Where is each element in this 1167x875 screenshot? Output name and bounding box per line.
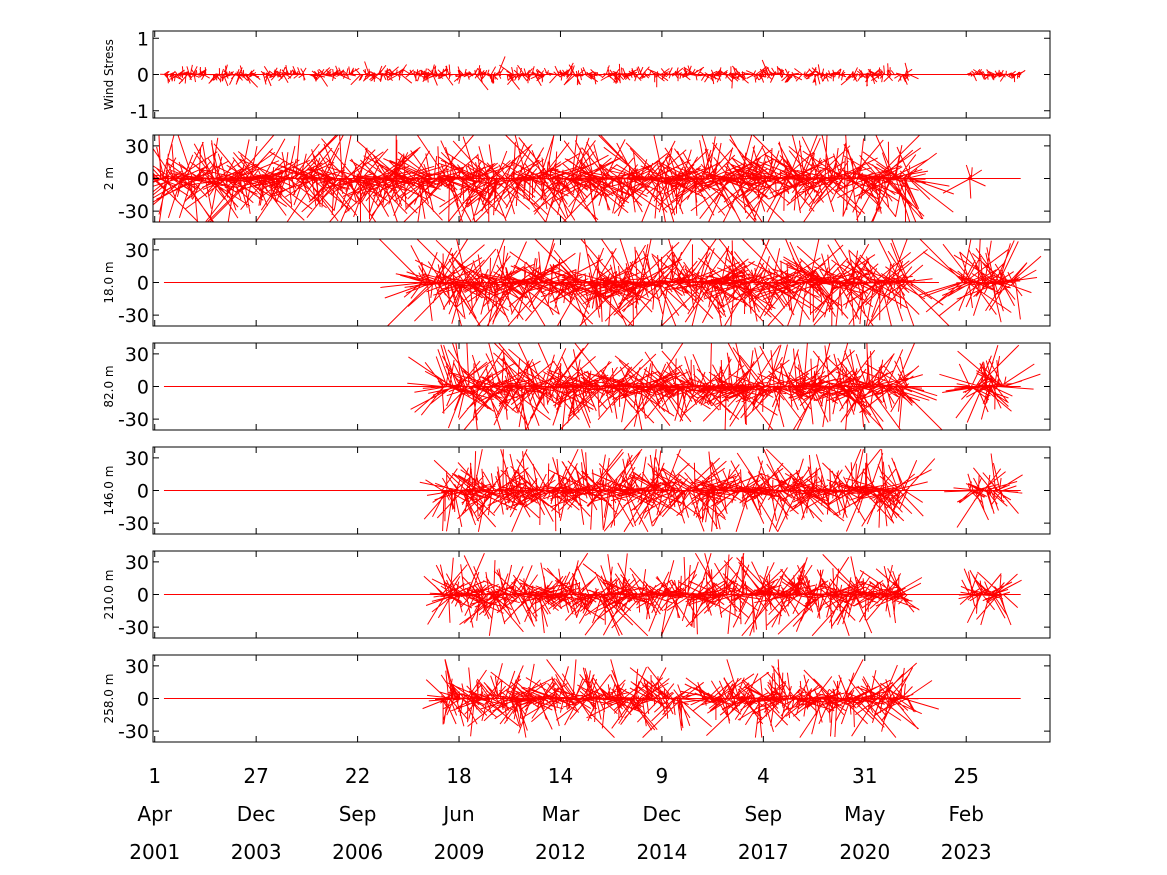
x-axis-labels: 1 Apr 2001 27 Dec 2003 22 Sep 2006 18 Jun 2009 14 Mar… <box>129 764 991 864</box>
xtick-day-label: 25 <box>953 764 978 788</box>
stick-segment-1 <box>423 552 923 637</box>
panel-label: Wind Stress <box>102 39 116 110</box>
xtick-year-label: 2017 <box>738 840 789 864</box>
xtick-month-label: Mar <box>542 802 581 826</box>
stick-segment-2 <box>918 239 1042 323</box>
xtick-year-label: 2012 <box>535 840 586 864</box>
xtick-day-label: 31 <box>852 764 877 788</box>
panel-1: 1 0 -1 Wind Stress <box>102 28 1051 123</box>
panel-label: 2 m <box>102 167 116 190</box>
panel-label: 146.0 m <box>102 466 116 516</box>
xtick-day-label: 4 <box>757 764 770 788</box>
ytick-label: 30 <box>125 240 149 262</box>
xtick-day-label: 18 <box>446 764 471 788</box>
xtick-year-label: 2020 <box>839 840 890 864</box>
ytick-label: 1 <box>137 28 149 50</box>
stick-series <box>163 343 1041 430</box>
stick-series <box>163 659 1021 738</box>
ytick-label: 0 <box>137 481 149 503</box>
stick-series <box>160 56 1026 91</box>
stick-segment-2 <box>673 659 939 738</box>
ytick-label: 30 <box>125 344 149 366</box>
stick-segment-2 <box>944 453 1023 528</box>
ytick-label: -1 <box>130 101 149 123</box>
ytick-label: 0 <box>137 169 149 191</box>
stick-segment-1 <box>378 239 950 326</box>
stick-segment-1 <box>407 343 943 430</box>
panel-label: 82.0 m <box>102 365 116 407</box>
ytick-label: -30 <box>118 409 149 431</box>
stick-segment-2 <box>939 344 1041 423</box>
stick-series <box>163 239 1042 326</box>
xtick-year-label: 2001 <box>129 840 180 864</box>
ytick-label: 30 <box>125 136 149 158</box>
panel-label: 210.0 m <box>102 570 116 620</box>
xtick-day-label: 14 <box>548 764 573 788</box>
stick-segment-1 <box>422 659 718 738</box>
xtick-year-label: 2009 <box>434 840 485 864</box>
panel-label: 258.0 m <box>102 674 116 724</box>
xtick-month-label: Sep <box>744 802 782 826</box>
xtick-day-label: 1 <box>148 764 161 788</box>
stick-series <box>163 552 1022 637</box>
xtick-month-label: Dec <box>643 802 682 826</box>
ytick-label: -30 <box>118 201 149 223</box>
xtick-month-label: May <box>844 802 886 826</box>
xtick-month-label: Apr <box>137 802 172 826</box>
panel-2: 30 0 -302 m <box>102 134 1051 223</box>
stick-segment-2 <box>958 568 1022 626</box>
xtick-year-label: 2006 <box>332 840 383 864</box>
xtick-month-label: Sep <box>339 802 377 826</box>
xtick-day-label: 27 <box>243 764 268 788</box>
panel-label: 18.0 m <box>102 261 116 303</box>
xtick-year-label: 2003 <box>231 840 282 864</box>
stick-series <box>153 135 1021 222</box>
stick-segment-2 <box>942 164 986 199</box>
ytick-label: -30 <box>118 305 149 327</box>
xtick-month-label: Dec <box>237 802 276 826</box>
ytick-label: 30 <box>125 656 149 678</box>
ytick-label: 30 <box>125 552 149 574</box>
xtick-month-label: Feb <box>949 802 984 826</box>
ytick-label: -30 <box>118 617 149 639</box>
stick-segment-1 <box>419 448 936 533</box>
ytick-label: 30 <box>125 448 149 470</box>
stick-series <box>163 448 1023 533</box>
xtick-day-label: 9 <box>656 764 669 788</box>
ytick-label: 0 <box>137 585 149 607</box>
ytick-label: 0 <box>137 65 149 87</box>
xtick-year-label: 2014 <box>636 840 687 864</box>
stick-segment-2 <box>967 68 1026 83</box>
ytick-label: -30 <box>118 721 149 743</box>
stick-segment-1 <box>160 56 919 91</box>
ytick-label: 0 <box>137 377 149 399</box>
xtick-day-label: 22 <box>345 764 370 788</box>
ytick-label: 0 <box>137 689 149 711</box>
stick-segment-1 <box>153 135 954 222</box>
xtick-year-label: 2023 <box>941 840 992 864</box>
ytick-label: -30 <box>118 513 149 535</box>
ytick-label: 0 <box>137 273 149 295</box>
xtick-month-label: Jun <box>441 802 474 826</box>
